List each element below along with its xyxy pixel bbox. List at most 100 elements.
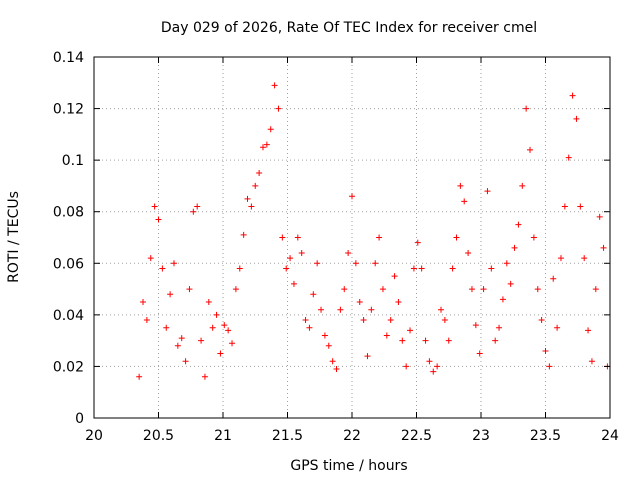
data-point: [190, 208, 197, 215]
data-point: [476, 350, 483, 357]
data-point: [213, 311, 220, 318]
data-point: [557, 255, 564, 262]
data-point: [372, 260, 379, 267]
data-point: [565, 154, 572, 161]
data-point: [561, 203, 568, 210]
data-point: [569, 92, 576, 99]
data-point: [244, 195, 251, 202]
data-point: [198, 337, 205, 344]
data-point: [387, 317, 394, 324]
data-point: [507, 280, 514, 287]
x-tick-label: 20: [85, 428, 103, 444]
data-point: [170, 260, 177, 267]
data-point: [407, 327, 414, 334]
data-point: [143, 317, 150, 324]
data-point: [546, 363, 553, 370]
y-tick-label: 0.14: [53, 50, 84, 66]
data-point: [379, 286, 386, 293]
data-point: [302, 317, 309, 324]
data-point: [298, 249, 305, 256]
data-point: [345, 249, 352, 256]
data-point: [480, 286, 487, 293]
data-point: [364, 353, 371, 360]
data-point: [352, 260, 359, 267]
data-point: [252, 182, 259, 189]
data-point: [333, 366, 340, 373]
data-point: [399, 337, 406, 344]
y-tick-label: 0.04: [53, 308, 84, 324]
data-points: [136, 82, 611, 380]
data-point: [523, 105, 530, 112]
y-tick-label: 0.12: [53, 102, 84, 118]
data-point: [538, 317, 545, 324]
data-point: [530, 234, 537, 241]
data-point: [174, 342, 181, 349]
x-axis: 20 20.5 21 21.5 22 22.5 23 23.5 24: [85, 57, 619, 444]
data-point: [337, 306, 344, 313]
data-point: [573, 115, 580, 122]
data-point: [310, 291, 317, 298]
data-point: [325, 342, 332, 349]
x-tick-label: 22.5: [401, 428, 432, 444]
data-point: [472, 322, 479, 329]
data-point: [147, 255, 154, 262]
y-tick-label: 0.08: [53, 205, 84, 221]
x-tick-label: 23.5: [530, 428, 561, 444]
data-point: [403, 363, 410, 370]
data-point: [221, 322, 228, 329]
data-point: [287, 255, 294, 262]
data-point: [329, 358, 336, 365]
data-point: [542, 347, 549, 354]
data-point: [294, 234, 301, 241]
data-point: [496, 324, 503, 331]
data-point: [499, 296, 506, 303]
x-tick-label: 23: [472, 428, 490, 444]
y-axis: 0 0.02 0.04 0.06 0.08 0.1 0.12 0.14: [53, 50, 610, 427]
grid-lines: [94, 57, 610, 418]
data-point: [225, 327, 232, 334]
data-point: [519, 182, 526, 189]
data-point: [488, 265, 495, 272]
y-axis-label: ROTI / TECUs: [6, 191, 22, 283]
data-point: [515, 221, 522, 228]
data-point: [438, 306, 445, 313]
x-tick-label: 24: [601, 428, 619, 444]
y-tick-label: 0.06: [53, 256, 84, 272]
data-point: [596, 213, 603, 220]
data-point: [484, 188, 491, 195]
y-tick-label: 0.1: [62, 153, 84, 169]
data-point: [256, 170, 263, 177]
data-point: [457, 182, 464, 189]
data-point: [194, 203, 201, 210]
data-point: [236, 265, 243, 272]
data-point: [585, 327, 592, 334]
data-point: [271, 82, 278, 89]
data-point: [182, 358, 189, 365]
data-point: [283, 265, 290, 272]
data-point: [240, 231, 247, 238]
data-point: [248, 203, 255, 210]
x-axis-label: GPS time / hours: [290, 458, 407, 474]
chart-title: Day 029 of 2026, Rate Of TEC Index for r…: [161, 20, 537, 36]
data-point: [449, 265, 456, 272]
data-point: [290, 280, 297, 287]
data-point: [445, 337, 452, 344]
data-point: [422, 337, 429, 344]
data-point: [205, 298, 212, 305]
data-point: [410, 265, 417, 272]
data-point: [453, 234, 460, 241]
data-point: [383, 332, 390, 339]
data-point: [140, 298, 147, 305]
data-point: [430, 368, 437, 375]
data-point: [186, 286, 193, 293]
data-point: [178, 335, 185, 342]
data-point: [306, 324, 313, 331]
data-point: [534, 286, 541, 293]
x-tick-label: 22: [343, 428, 361, 444]
y-tick-label: 0.02: [53, 359, 84, 375]
data-point: [360, 317, 367, 324]
data-point: [349, 193, 355, 200]
data-point: [163, 324, 170, 331]
data-point: [511, 244, 518, 251]
